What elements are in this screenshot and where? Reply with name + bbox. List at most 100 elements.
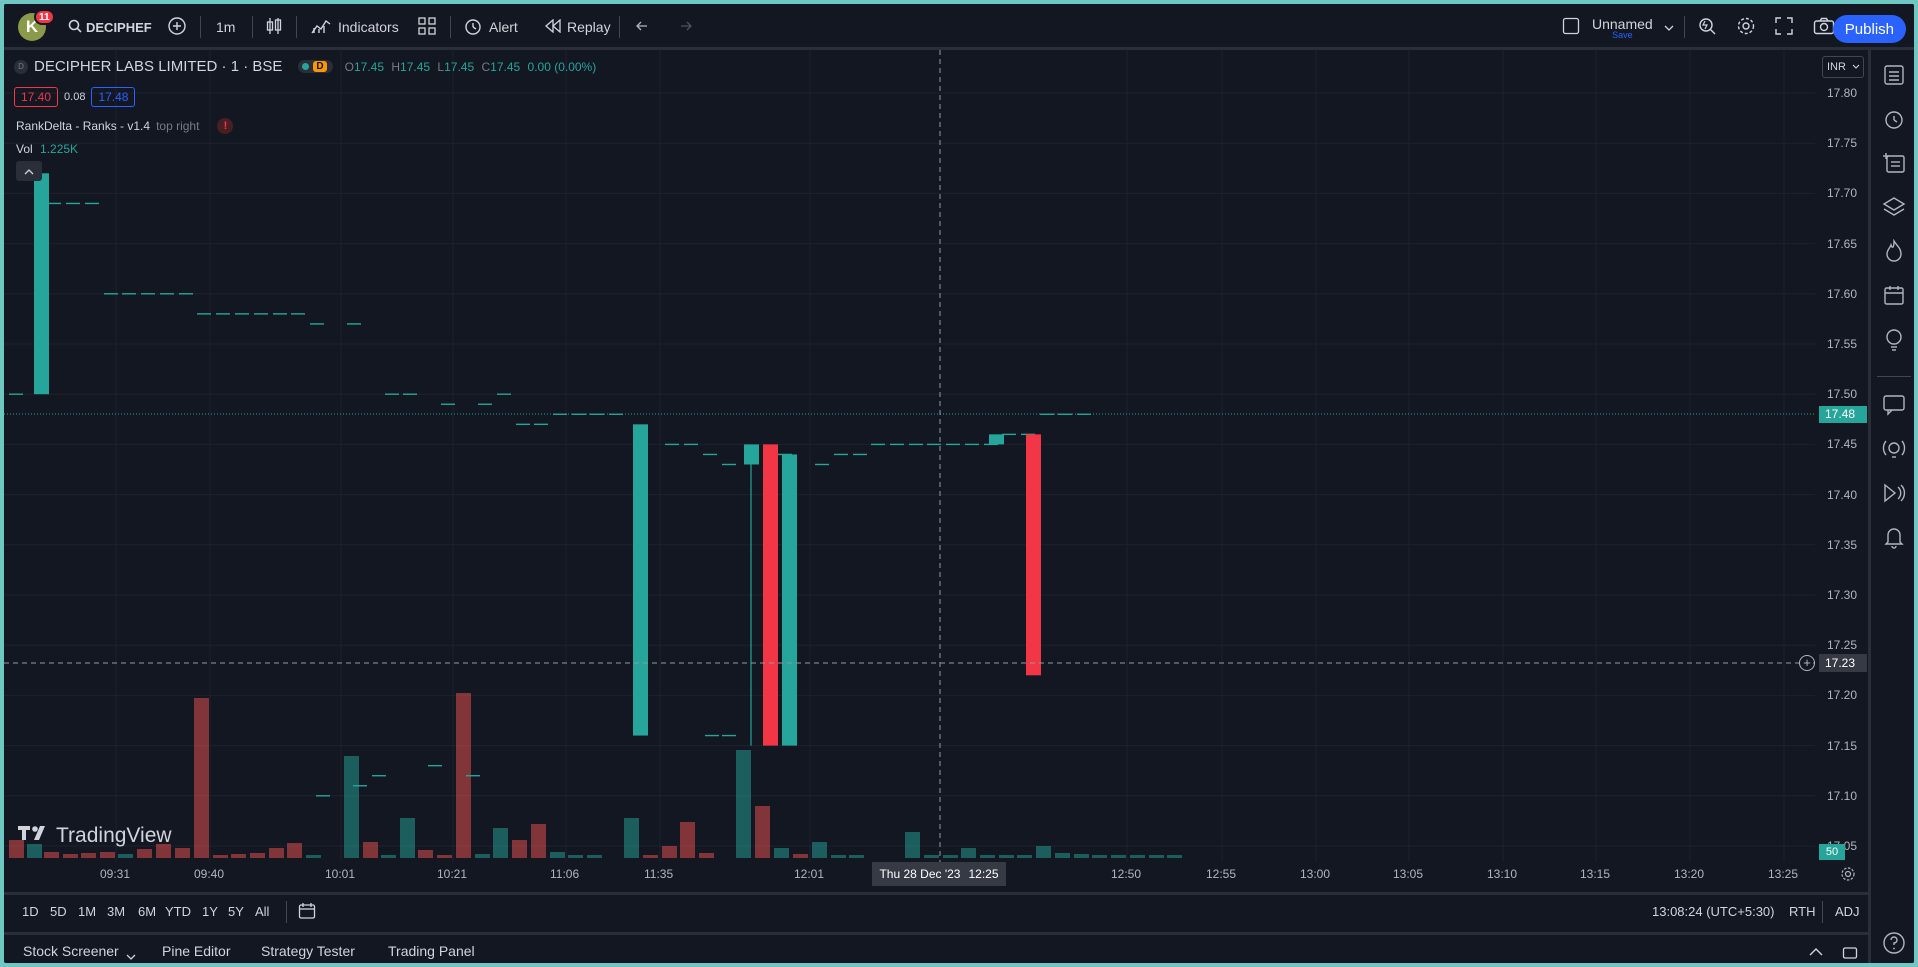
range-button[interactable]: 3M — [107, 904, 126, 919]
range-button[interactable]: 1M — [78, 904, 97, 919]
open-label: O — [344, 59, 354, 74]
interval-button[interactable]: 1m — [216, 19, 236, 35]
object-tree-icon[interactable] — [1881, 150, 1907, 176]
collapse-panel-icon[interactable] — [1808, 945, 1824, 961]
bid-price[interactable]: 17.40 — [14, 87, 59, 107]
price-tick-label: 17.55 — [1827, 337, 1858, 351]
time-tick-label: 10:01 — [325, 867, 356, 881]
range-button[interactable]: YTD — [165, 904, 191, 919]
chart-canvas[interactable] — [4, 50, 1819, 886]
volume-bar — [306, 855, 321, 858]
indicators-button[interactable]: Indicators — [311, 12, 399, 42]
volume-bar — [793, 854, 808, 858]
symbol-search[interactable]: DECIPHEF — [68, 12, 152, 42]
indicator-legend[interactable]: RankDelta - Ranks - v1.4 top right ! — [16, 118, 234, 134]
quick-search-button[interactable] — [1697, 12, 1717, 42]
quick-search-icon — [1697, 16, 1717, 39]
settings-button[interactable] — [1736, 12, 1756, 42]
candle-body — [989, 434, 1004, 445]
error-icon[interactable]: ! — [217, 118, 234, 134]
range-button[interactable]: All — [255, 904, 270, 919]
range-button[interactable]: 5Y — [228, 904, 244, 919]
spread-value: 0.08 — [64, 91, 86, 103]
chat-icon[interactable] — [1881, 392, 1907, 418]
volume-bar — [568, 855, 583, 858]
price-tick-label: 17.75 — [1827, 136, 1858, 151]
layouts-button[interactable] — [418, 12, 436, 42]
play-broadcast-icon[interactable] — [1881, 480, 1907, 506]
price-tick-label: 17.40 — [1827, 487, 1858, 502]
panel-tab[interactable]: Strategy Tester — [261, 943, 355, 959]
redo-button[interactable] — [676, 12, 692, 42]
adjust-toggle[interactable]: ADJ — [1835, 904, 1860, 919]
change-value: 0.00 (0.00%) — [527, 59, 597, 74]
chart-type-button[interactable] — [265, 12, 283, 42]
time-axis[interactable]: 09:31 09:40 10:01 10:21 11:06 11:35 12:01 12:50… — [4, 862, 1844, 886]
maximize-panel-icon[interactable] — [1842, 945, 1858, 963]
notifications-bell-icon[interactable] — [1881, 524, 1907, 550]
ideas-lightbulb-icon[interactable] — [1881, 326, 1907, 352]
snapshot-button[interactable] — [1813, 12, 1835, 42]
streams-icon[interactable] — [1881, 436, 1907, 462]
range-button[interactable]: 1D — [22, 904, 39, 919]
symbol-title[interactable]: DECIPHER LABS LIMITED · 1 · BSE — [34, 58, 283, 75]
chart-pane[interactable] — [4, 50, 1819, 886]
volume-bar — [175, 848, 190, 858]
range-button[interactable]: 6M — [138, 904, 157, 919]
add-alert-plus-icon[interactable]: + — [1799, 655, 1815, 671]
layout-name-button[interactable]: Unnamed Save — [1592, 16, 1653, 40]
goto-date-button[interactable] — [298, 902, 316, 923]
chart-settings-icon[interactable] — [1840, 866, 1856, 882]
panel-tab[interactable]: Trading Panel — [388, 943, 475, 959]
crosshair-time-label: Thu 28 Dec '23 12:25 — [872, 862, 1006, 886]
replay-button[interactable]: Replay — [545, 12, 611, 42]
session-toggle[interactable]: RTH — [1789, 904, 1816, 919]
toolbar-divider — [286, 901, 287, 923]
symbol-label: DECIPHEF — [86, 19, 152, 35]
tradingview-logo[interactable]: TradingView — [18, 824, 172, 848]
notification-badge: 11 — [34, 9, 55, 25]
watchlist-icon[interactable] — [1881, 62, 1907, 88]
range-button[interactable]: 1Y — [202, 904, 218, 919]
volume-bar — [1111, 855, 1126, 858]
square-icon — [1562, 17, 1580, 38]
panel-tab[interactable]: Stock Screener — [23, 943, 119, 959]
currency-button[interactable]: INR — [1822, 56, 1864, 78]
layout-checkbox[interactable] — [1562, 12, 1580, 42]
volume-bar — [643, 855, 658, 858]
collapse-legend-button[interactable] — [16, 161, 42, 181]
volume-bar — [849, 855, 864, 858]
range-button[interactable]: 5D — [50, 904, 67, 919]
add-symbol-button[interactable] — [167, 12, 187, 42]
volume-value: 1.225K — [40, 142, 79, 156]
volume-bar — [1092, 855, 1107, 858]
chevron-down-icon[interactable] — [126, 948, 136, 963]
delay-badge: D — [313, 61, 327, 72]
panel-tab[interactable]: Pine Editor — [162, 943, 231, 959]
volume-legend[interactable]: Vol 1.225K — [16, 142, 78, 156]
volume-bar — [44, 852, 59, 858]
calendar-icon[interactable] — [1881, 282, 1907, 308]
help-icon[interactable] — [1881, 930, 1907, 956]
alarm-clock-icon[interactable] — [1881, 106, 1907, 132]
clock[interactable]: 13:08:24 (UTC+5:30) — [1652, 904, 1775, 919]
ask-price[interactable]: 17.48 — [91, 87, 136, 107]
alert-label: Alert — [489, 19, 518, 35]
candle-body — [1026, 434, 1041, 676]
fullscreen-button[interactable] — [1775, 12, 1793, 42]
layers-icon[interactable] — [1881, 194, 1907, 220]
camera-icon — [1813, 17, 1835, 38]
brand-name: TradingView — [56, 824, 172, 847]
candles-icon — [265, 16, 283, 39]
price-tick-label: 17.80 — [1827, 86, 1858, 100]
volume-bar — [1055, 853, 1070, 858]
hotlist-flame-icon[interactable] — [1881, 238, 1907, 264]
plus-circle-icon — [167, 16, 187, 39]
volume-bar — [81, 853, 96, 858]
undo-button[interactable] — [636, 12, 652, 42]
alert-button[interactable]: Alert — [463, 12, 518, 42]
publish-button[interactable]: Publish — [1832, 15, 1906, 43]
toolbar-divider — [252, 16, 253, 38]
layout-menu-button[interactable] — [1664, 12, 1674, 42]
